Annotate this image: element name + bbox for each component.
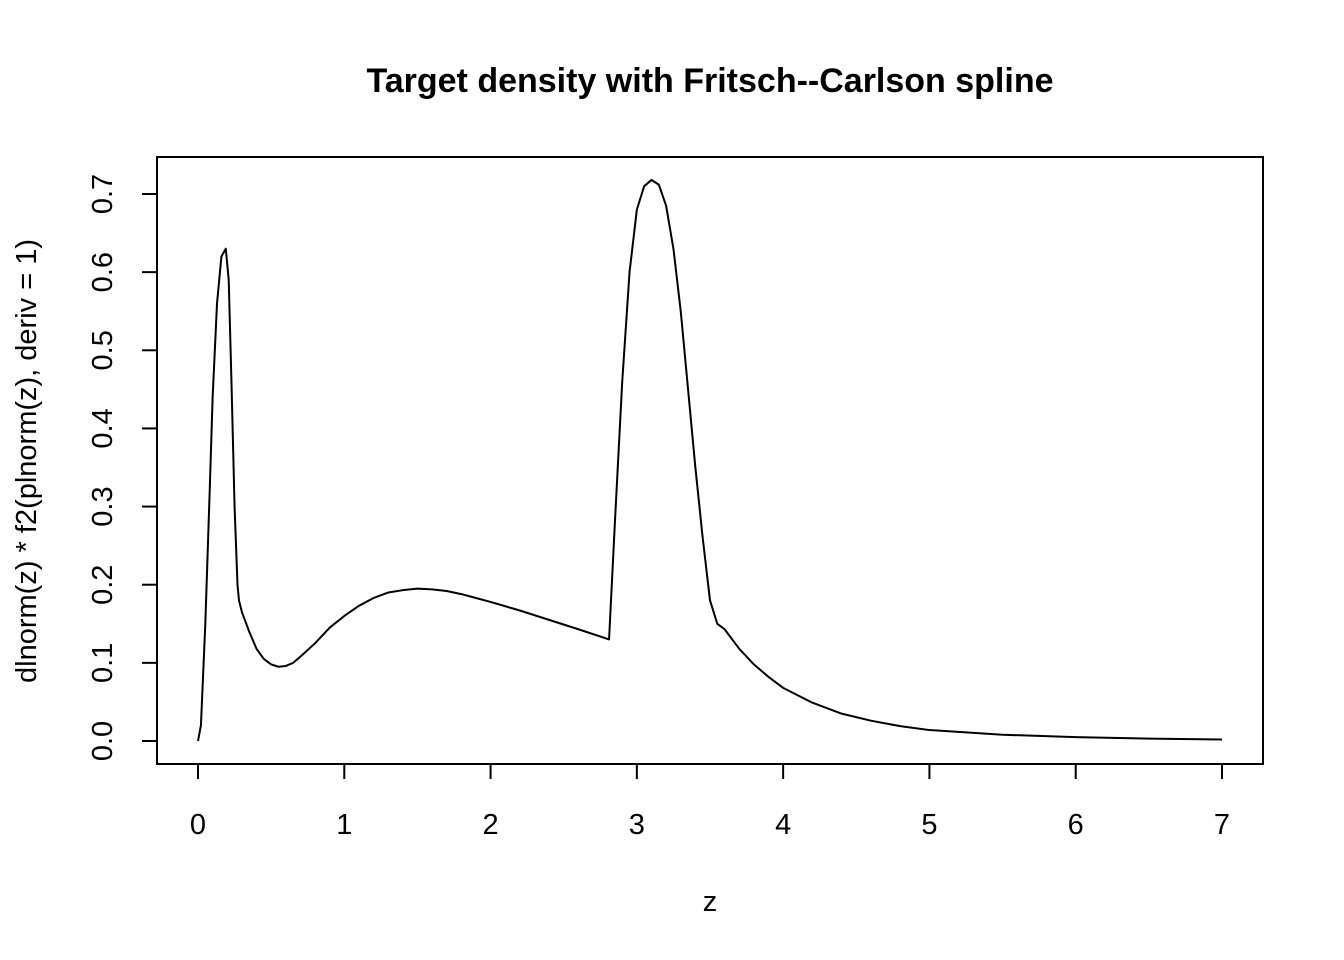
x-tick-label: 5 bbox=[921, 809, 937, 841]
y-tick-label: 0.0 bbox=[87, 721, 119, 761]
x-tick-label: 6 bbox=[1068, 809, 1084, 841]
plot-frame bbox=[156, 156, 1264, 765]
x-tick-label: 4 bbox=[775, 809, 791, 841]
y-tick-label: 0.3 bbox=[87, 486, 119, 526]
y-tick-label: 0.4 bbox=[87, 408, 119, 448]
series-layer bbox=[197, 178, 1223, 742]
y-tick-label: 0.6 bbox=[87, 252, 119, 292]
x-tick-label: 1 bbox=[336, 809, 352, 841]
x-tick-label: 2 bbox=[483, 809, 499, 841]
y-axis: 0.0 0.1 0.2 0.3 0.4 0.5 0.6 0.7 bbox=[87, 174, 158, 761]
y-axis-label: dlnorm(z) * f2(plnorm(z), deriv = 1) bbox=[11, 239, 43, 683]
y-tick-label: 0.2 bbox=[87, 565, 119, 605]
x-tick-label: 3 bbox=[629, 809, 645, 841]
x-axis-label: z bbox=[703, 886, 718, 918]
x-tick-label: 7 bbox=[1214, 809, 1230, 841]
y-tick-label: 0.1 bbox=[87, 643, 119, 683]
y-tick-label: 0.5 bbox=[87, 330, 119, 370]
y-tick-label: 0.7 bbox=[87, 174, 119, 214]
x-tick-label: 0 bbox=[190, 809, 206, 841]
x-axis: 0 1 2 3 4 5 6 7 bbox=[190, 763, 1230, 841]
chart-title: Target density with Fritsch--Carlson spl… bbox=[366, 62, 1053, 100]
density-line bbox=[197, 178, 1223, 742]
